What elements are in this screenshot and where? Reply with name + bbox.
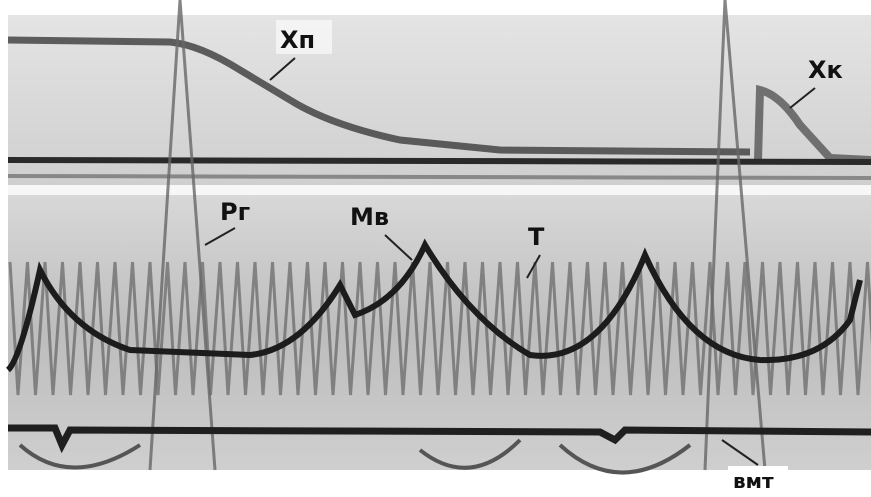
label-t: Т: [528, 223, 545, 251]
label-vmt: вмт: [733, 469, 774, 493]
oscillogram: Хп Хк Рг Мв Т вмт: [0, 0, 871, 497]
label-xk: Хк: [808, 56, 843, 84]
label-xp: Хп: [280, 26, 315, 54]
baseline-trace: [8, 160, 871, 162]
label-pg: Рг: [220, 198, 250, 226]
label-mv: Мв: [350, 203, 389, 231]
